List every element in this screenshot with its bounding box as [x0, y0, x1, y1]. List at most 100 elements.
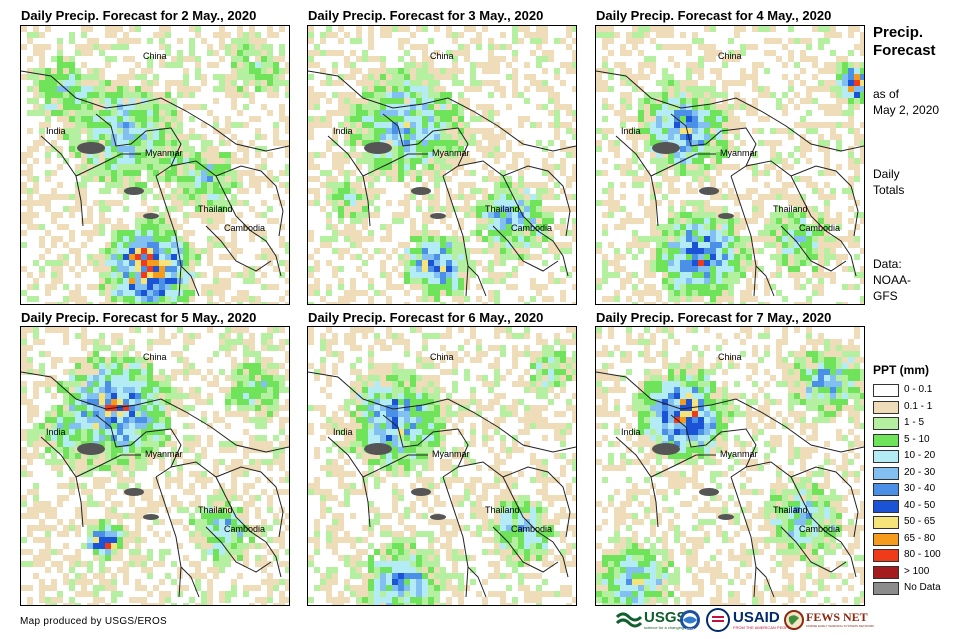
data-line1: Data:	[873, 257, 902, 271]
legend-label: 50 - 65	[904, 516, 936, 527]
panel-title-may-4: Daily Precip. Forecast for 4 May., 2020	[596, 8, 832, 23]
legend-label: 65 - 80	[904, 532, 936, 544]
legend-label: No Data	[904, 582, 941, 593]
legend-label: 30 - 40	[904, 483, 936, 494]
legend-swatch	[873, 483, 899, 496]
data-line2: NOAA-	[873, 273, 912, 287]
legend-swatch	[873, 450, 899, 463]
label-india: India	[333, 427, 353, 437]
noaa-emblem-icon: NOAA	[680, 610, 700, 631]
legend-label: 1 - 5	[904, 417, 925, 428]
label-myanmar: Myanmar	[145, 449, 183, 459]
legend-swatch	[873, 582, 899, 595]
fewsnet-logo: FEWS NET FAMINE EARLY WARNING SYSTEMS NE…	[784, 607, 874, 633]
label-cambodia: Cambodia	[224, 223, 266, 233]
legend-label: 80 - 100	[904, 549, 941, 560]
forecast-map-may-4: China India Myanmar Thailand Cambodia	[595, 25, 865, 305]
legend-label: > 100	[904, 565, 930, 577]
legend-label: 20 - 30	[904, 466, 936, 478]
panel-title-may-7: Daily Precip. Forecast for 7 May., 2020	[596, 310, 832, 325]
data-line3: GFS	[873, 289, 898, 303]
legend-swatch	[873, 565, 899, 579]
legend-label: 40 - 50	[904, 499, 936, 511]
label-cambodia: Cambodia	[511, 223, 553, 233]
panel-title-may-5: Daily Precip. Forecast for 5 May., 2020	[21, 310, 257, 325]
usaid-logo: USAID FROM THE AMERICAN PEOPLE	[706, 607, 793, 633]
legend-label: 0.1 - 1	[904, 400, 933, 412]
label-china: China	[718, 51, 742, 61]
daily-line2: Totals	[873, 183, 905, 197]
label-china: China	[143, 51, 167, 61]
label-myanmar: Myanmar	[720, 449, 758, 459]
country-borders	[596, 371, 864, 598]
forecast-map-may-5: China India Myanmar Thailand Cambodia	[20, 326, 290, 606]
label-india: India	[333, 126, 353, 136]
side-title-line2: Forecast	[873, 42, 936, 59]
legend-swatch	[873, 532, 899, 546]
legend-swatch	[873, 384, 899, 397]
label-myanmar: Myanmar	[145, 148, 183, 158]
usgs-wordmark: USGS	[644, 608, 687, 626]
label-china: China	[718, 352, 742, 362]
legend-label: 5 - 10	[904, 433, 930, 445]
label-thailand: Thailand	[485, 505, 520, 515]
legend-title: PPT (mm)	[873, 363, 930, 377]
usaid-seal-icon	[706, 608, 730, 632]
legend-swatch	[873, 516, 899, 529]
as-of-text: as of May 2, 2020	[873, 86, 939, 118]
legend-swatch	[873, 400, 899, 414]
noaa-emblem-text: NOAA	[686, 627, 695, 631]
country-borders	[308, 371, 576, 598]
fewsnet-globe-icon	[784, 610, 804, 630]
panel-title-may-3: Daily Precip. Forecast for 3 May., 2020	[308, 8, 544, 23]
label-myanmar: Myanmar	[720, 148, 758, 158]
map-credit: Map produced by USGS/EROS	[20, 616, 168, 627]
usaid-wordmark: USAID	[733, 608, 780, 626]
forecast-map-may-2: China India Myanmar Thailand Cambodia	[20, 25, 290, 305]
label-cambodia: Cambodia	[224, 524, 266, 534]
label-thailand: Thailand	[773, 204, 808, 214]
usgs-logo: USGS science for a changing world	[616, 607, 695, 633]
country-borders	[21, 371, 289, 598]
label-india: India	[621, 427, 641, 437]
label-india: India	[46, 427, 66, 437]
usgs-tagline: science for a changing world	[644, 624, 695, 630]
label-cambodia: Cambodia	[799, 223, 841, 233]
forecast-map-may-3: China India Myanmar Thailand Cambodia	[307, 25, 577, 305]
label-thailand: Thailand	[773, 505, 808, 515]
data-source-text: Data: NOAA- GFS	[873, 256, 911, 304]
legend-label: 10 - 20	[904, 450, 936, 461]
label-myanmar: Myanmar	[432, 449, 470, 459]
label-thailand: Thailand	[198, 505, 233, 515]
label-china: China	[143, 352, 167, 362]
side-title-line1: Precip.	[873, 24, 924, 41]
label-thailand: Thailand	[485, 204, 520, 214]
label-cambodia: Cambodia	[511, 524, 553, 534]
noaa-logo: NOAA	[679, 607, 701, 633]
usgs-wave-icon	[616, 612, 642, 628]
legend-swatch	[873, 466, 899, 480]
as-of-line2: May 2, 2020	[873, 103, 940, 117]
panel-title-may-6: Daily Precip. Forecast for 6 May., 2020	[308, 310, 544, 325]
legend-swatch	[873, 549, 899, 562]
usaid-tagline: FROM THE AMERICAN PEOPLE	[733, 624, 793, 630]
precip-field	[21, 26, 289, 304]
label-myanmar: Myanmar	[432, 148, 470, 158]
precip-field	[596, 26, 864, 304]
label-thailand: Thailand	[198, 204, 233, 214]
legend-swatch	[873, 433, 899, 447]
as-of-line1: as of	[873, 87, 900, 101]
legend-swatch	[873, 417, 899, 430]
label-india: India	[46, 126, 66, 136]
country-borders	[21, 70, 289, 297]
daily-totals-text: Daily Totals	[873, 166, 904, 198]
side-title: Precip. Forecast	[873, 24, 936, 60]
label-china: China	[430, 51, 454, 61]
label-cambodia: Cambodia	[799, 524, 841, 534]
legend-swatch	[873, 499, 899, 513]
label-china: China	[430, 352, 454, 362]
legend-label: 0 - 0.1	[904, 384, 933, 395]
panel-title-may-2: Daily Precip. Forecast for 2 May., 2020	[21, 8, 257, 23]
country-borders	[596, 70, 864, 297]
forecast-map-may-6: China India Myanmar Thailand Cambodia	[307, 326, 577, 606]
